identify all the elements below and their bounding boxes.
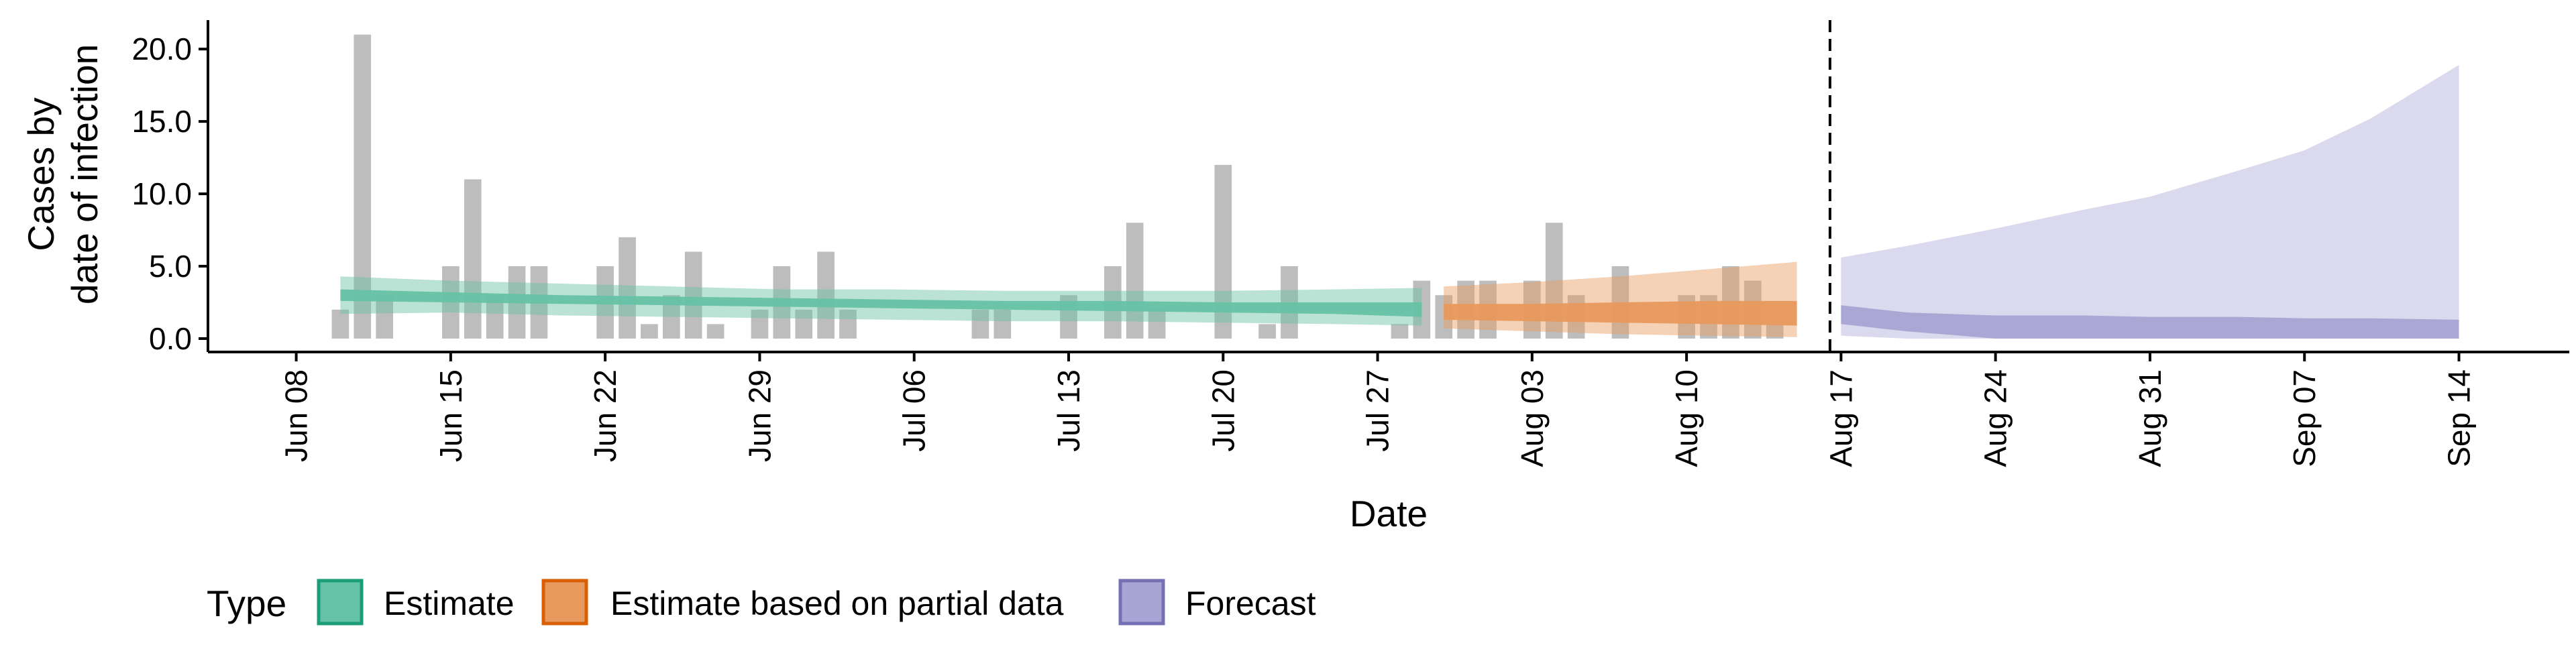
estimate-bands-layer (340, 64, 2459, 339)
x-tick-label: Jun 08 (279, 369, 314, 462)
case-bar (971, 309, 989, 339)
x-tick-label: Sep 14 (2442, 369, 2477, 467)
y-tick-label: 20.0 (131, 32, 192, 66)
x-tick-label: Jun 15 (433, 369, 468, 462)
legend-entry-label: Estimate (384, 585, 515, 622)
case-bar (994, 309, 1012, 339)
series-median-band (1444, 300, 1797, 326)
case-bar (706, 324, 724, 339)
series-ci-band (1841, 64, 2459, 339)
x-tick-label: Jun 29 (742, 369, 777, 462)
x-tick-label: Aug 24 (1978, 369, 2013, 467)
x-tick-label: Aug 17 (1823, 369, 1858, 467)
x-tick-label: Jul 27 (1360, 369, 1395, 452)
case-bar (1391, 324, 1409, 339)
case-bar (751, 309, 769, 339)
legend-entry-label: Estimate based on partial data (610, 585, 1064, 622)
x-axis-title: Date (1350, 493, 1428, 534)
case-bar (464, 179, 482, 339)
legend-key-swatch (1118, 579, 1165, 626)
case-bar (1126, 223, 1144, 339)
x-tick-label: Aug 10 (1669, 369, 1704, 467)
x-tick-label: Jun 22 (588, 369, 623, 462)
y-tick-label: 5.0 (149, 249, 192, 284)
observed-bars-layer (331, 34, 1784, 339)
y-axis-title-line-1: Cases by (20, 97, 62, 251)
case-bar (641, 324, 658, 339)
series-median-band (340, 289, 1422, 317)
y-tick-label: 0.0 (149, 321, 192, 356)
x-tick-label: Aug 31 (2133, 369, 2167, 467)
y-axis-title-line-2: date of infection (64, 44, 105, 304)
legend-entry-label: Forecast (1185, 585, 1316, 622)
axes-layer: 0.0 5.0 10.0 15.0 20.0 Jun 08 Jun 15 Jun 22 Jun … (20, 20, 2569, 534)
series-median-band (1841, 305, 2459, 339)
case-bar (795, 309, 813, 339)
case-bar (331, 309, 350, 339)
case-bar (619, 237, 636, 339)
y-tick-label: 15.0 (131, 104, 192, 139)
x-tick-label: Jul 06 (897, 369, 932, 452)
legend-key-swatch (541, 579, 588, 626)
x-tick-label: Jul 20 (1205, 369, 1240, 452)
case-bar (839, 309, 857, 339)
legend: Type Estimate Estimate based on partial da… (207, 579, 1316, 626)
case-bar (354, 34, 372, 339)
case-bar (684, 251, 702, 339)
case-bar (376, 295, 394, 339)
legend-key-swatch (317, 579, 364, 626)
case-bar (1766, 324, 1784, 339)
legend-title: Type (207, 583, 286, 624)
y-tick-label: 10.0 (131, 176, 192, 211)
x-tick-label: Sep 07 (2287, 369, 2322, 467)
case-bar (1148, 309, 1166, 339)
x-tick-label: Aug 03 (1515, 369, 1550, 467)
case-bar (817, 251, 835, 339)
x-tick-label: Jul 13 (1051, 369, 1086, 452)
case-bar (1258, 324, 1276, 339)
